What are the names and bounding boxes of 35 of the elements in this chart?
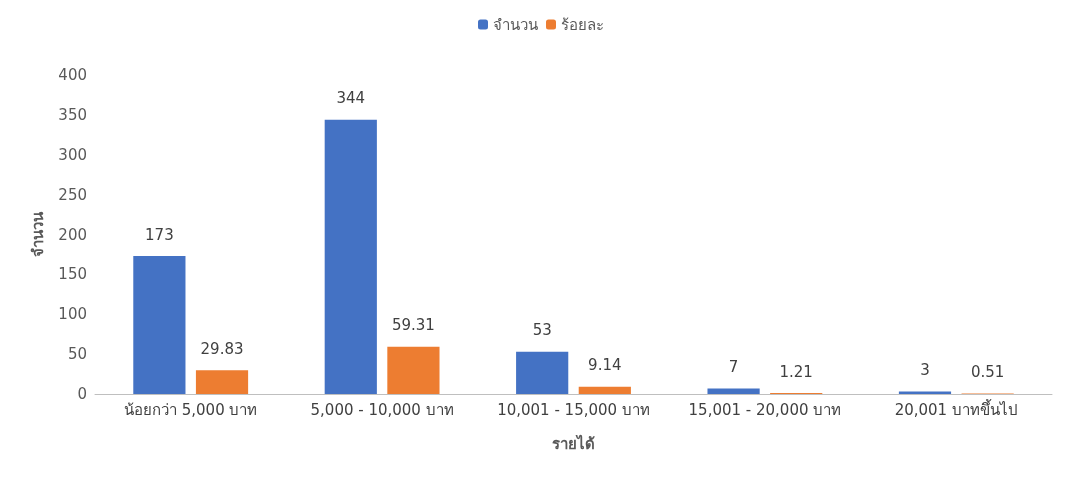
legend-label: จำนวน	[493, 15, 538, 34]
data-label: 344	[336, 89, 366, 108]
data-label: 29.83	[200, 339, 244, 358]
data-label: 3	[920, 361, 930, 380]
x-tick-label: 10,001 - 15,000 บาท	[497, 400, 650, 419]
y-tick-label: 150	[58, 265, 87, 284]
data-label: 0.51	[970, 363, 1005, 382]
y-tick-label: 300	[58, 145, 87, 164]
y-tick-label: 400	[58, 66, 87, 84]
bar	[195, 370, 249, 394]
bar	[324, 119, 377, 394]
legend-label: ร้อยละ	[561, 15, 604, 34]
y-axis-title: จำนวน	[28, 211, 47, 257]
data-label: 53	[532, 321, 552, 340]
x-tick-label: 5,000 - 10,000 บาท	[310, 400, 454, 419]
x-tick-label: 20,001 บาทขึ้นไป	[894, 398, 1018, 419]
bar	[707, 388, 760, 394]
x-axis-title: รายได้	[552, 433, 595, 453]
y-tick-label: 250	[58, 185, 87, 204]
y-tick-label: 50	[67, 345, 87, 364]
data-label: 1.21	[779, 362, 813, 381]
y-tick-label: 350	[58, 105, 87, 124]
bar	[387, 346, 440, 394]
bar	[133, 256, 186, 394]
data-label: 173	[145, 225, 174, 244]
data-label: 9.14	[588, 356, 622, 375]
bar	[578, 386, 631, 394]
y-tick-label: 200	[58, 225, 87, 244]
y-tick-label: 0	[77, 385, 87, 403]
x-tick-label: น้อยกว่า 5,000 บาท	[123, 400, 258, 419]
bar	[516, 351, 569, 394]
x-tick-label: 15,001 - 20,000 บาท	[688, 400, 842, 419]
data-label: 59.31	[391, 316, 435, 335]
y-tick-label: 100	[58, 305, 87, 324]
data-label: 7	[728, 357, 739, 376]
